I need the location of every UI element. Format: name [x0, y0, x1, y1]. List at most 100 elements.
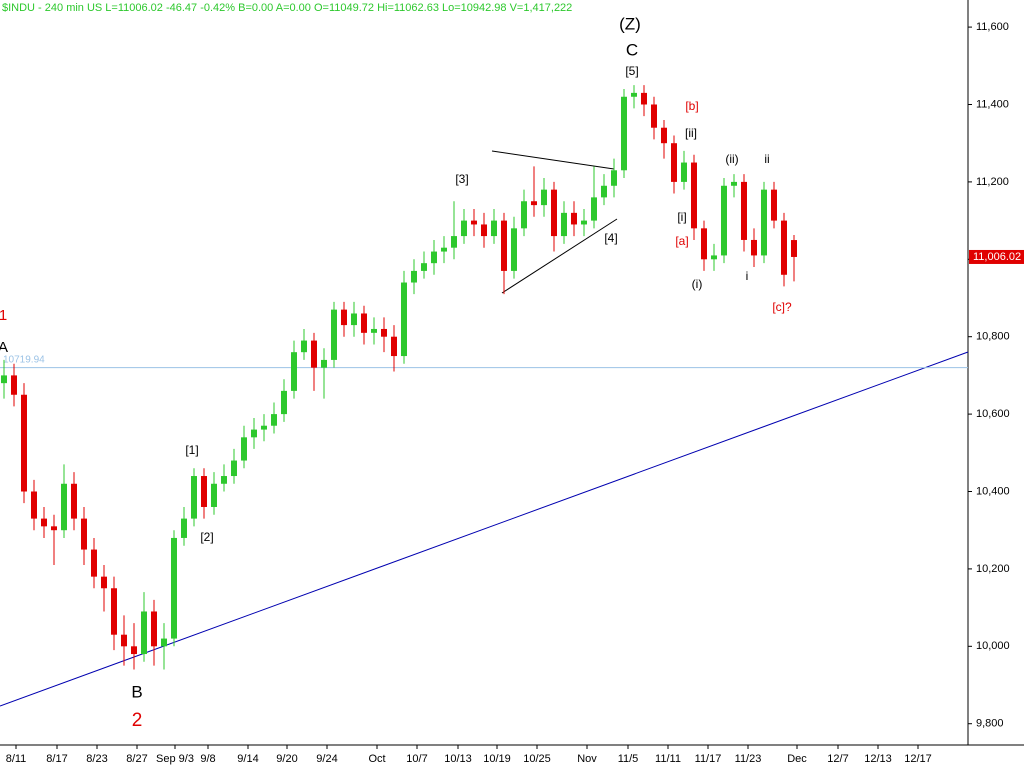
y-tick-label: 10,000 [976, 640, 1010, 652]
candle-body [571, 212, 577, 225]
candle-body [181, 518, 187, 538]
candle-body [321, 359, 327, 368]
y-tick-label: 11,400 [976, 98, 1009, 110]
wave-label: (i) [692, 277, 703, 291]
candle-body [151, 611, 157, 647]
candle-body [381, 328, 387, 337]
candle-body [101, 576, 107, 589]
candle-body [601, 185, 607, 198]
candle-body [61, 483, 67, 531]
candle-body [131, 646, 137, 655]
x-tick-label: 12/13 [864, 753, 892, 765]
x-tick-label: Oct [368, 753, 385, 765]
candle-body [711, 255, 717, 260]
candle-body [471, 220, 477, 225]
candle-body [761, 189, 767, 256]
candle-body [311, 340, 317, 368]
candle-body [791, 240, 797, 257]
candle-body [401, 282, 407, 357]
candle-body [541, 189, 547, 206]
candle-body [11, 375, 17, 395]
candle-body [441, 247, 447, 252]
candle-body [391, 336, 397, 357]
candle-body [241, 437, 247, 461]
wave-label: C [626, 40, 638, 59]
candle-body [31, 491, 37, 519]
candle-body [141, 611, 147, 655]
x-tick-label: 12/7 [827, 753, 848, 765]
candle-body [681, 162, 687, 182]
candle-body [691, 162, 697, 229]
candle-body [231, 460, 237, 477]
wave-label: [5] [625, 64, 638, 78]
candle-body [751, 239, 757, 256]
candle-body [481, 224, 487, 237]
candle-body [511, 228, 517, 271]
candle-body [41, 518, 47, 527]
candle-body [661, 127, 667, 144]
candle-body [201, 476, 207, 507]
y-tick-label: 11,200 [976, 176, 1009, 188]
y-tick-label: 10,800 [976, 331, 1010, 343]
wave-label: [1] [185, 443, 198, 457]
candle-body [111, 588, 117, 635]
last-price-tag [969, 249, 1024, 264]
wave-label: [c]? [772, 300, 792, 314]
wave-label: [i] [677, 210, 686, 224]
wave-label: [ii] [685, 126, 697, 140]
candle-body [631, 92, 637, 97]
wave-label: [b] [685, 99, 698, 113]
y-tick-label: 10,600 [976, 408, 1010, 420]
candle-body [371, 328, 377, 333]
candle-body [51, 526, 57, 531]
x-tick-label: 8/17 [46, 753, 67, 765]
chart-header: $INDU - 240 min US L=11006.02 -46.47 -0.… [2, 2, 572, 14]
candle-body [21, 394, 27, 492]
x-tick-label: 9/14 [237, 753, 258, 765]
candle-body [701, 228, 707, 260]
candle-body [501, 220, 507, 271]
candle-body [361, 313, 367, 333]
x-tick-label: 10/19 [483, 753, 511, 765]
x-tick-label: Nov [577, 753, 597, 765]
triangle-line [491, 150, 615, 170]
y-tick-label: 10,400 [976, 485, 1010, 497]
wave-label: [2] [200, 530, 213, 544]
y-tick-label: 11,600 [976, 21, 1009, 33]
wave-label: i [746, 269, 749, 283]
candle-body [291, 352, 297, 391]
wave-label: 1 [0, 307, 7, 324]
candle-body [651, 104, 657, 128]
x-tick-label: 9/24 [316, 753, 337, 765]
candle-body [451, 236, 457, 248]
x-tick-label: 11/17 [695, 753, 722, 765]
candle-body [621, 96, 627, 171]
x-tick-label: 8/23 [86, 753, 107, 765]
x-tick-label: Sep 9/3 [156, 753, 194, 765]
candle-body [281, 390, 287, 415]
wave-label: ii [764, 152, 769, 166]
wave-label: [4] [604, 231, 617, 245]
candle-body [71, 483, 77, 519]
x-tick-label: 11/23 [735, 753, 762, 765]
candle-body [671, 143, 677, 182]
candle-body [121, 634, 127, 647]
candle-body [781, 220, 787, 275]
candle-body [171, 537, 177, 639]
candle-body [731, 181, 737, 186]
wave-label: (ii) [725, 152, 738, 166]
wave-label: 2 [132, 710, 143, 731]
candle-body [591, 197, 597, 221]
candle-body [301, 340, 307, 353]
x-tick-label: 11/5 [618, 753, 639, 765]
x-tick-label: 9/20 [276, 753, 297, 765]
candle-body [431, 251, 437, 264]
candle-body [421, 263, 427, 271]
x-tick-label: 8/11 [6, 753, 27, 765]
candle-body [211, 483, 217, 507]
candle-body [551, 189, 557, 237]
x-tick-label: Dec [787, 753, 807, 765]
wave-label: A [0, 339, 8, 356]
candle-body [261, 425, 267, 430]
